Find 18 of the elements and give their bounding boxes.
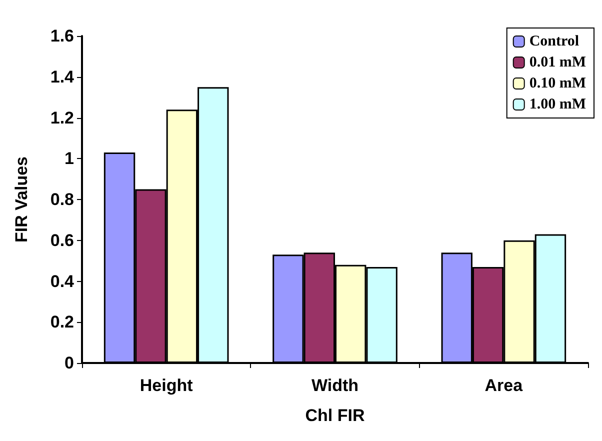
x-tick-label: Width: [311, 376, 359, 395]
y-tick-label: 0.4: [50, 272, 75, 291]
y-tick-label: 1: [64, 149, 74, 168]
y-tick-label: 1.4: [50, 67, 75, 86]
y-tick-label: 0.6: [50, 230, 74, 250]
y-tick-label: 1.6: [50, 26, 74, 46]
x-tick-label: Area: [484, 376, 524, 395]
y-tick-label: 1.2: [50, 108, 74, 128]
y-tick-label: 0.8: [50, 190, 74, 209]
legend-label: 1.00 mM: [529, 96, 586, 112]
y-tick-label: 0.2: [50, 312, 74, 332]
legend-label: 0.10 mM: [529, 76, 586, 92]
legend-label: 0.01 mM: [529, 54, 586, 70]
y-axis-title: FIR Values: [12, 156, 31, 242]
legend-label: Control: [529, 34, 580, 50]
y-tick-label: 0: [64, 354, 74, 372]
x-axis-title: Chl FIR: [305, 406, 365, 425]
x-tick-label: Height: [140, 376, 194, 395]
